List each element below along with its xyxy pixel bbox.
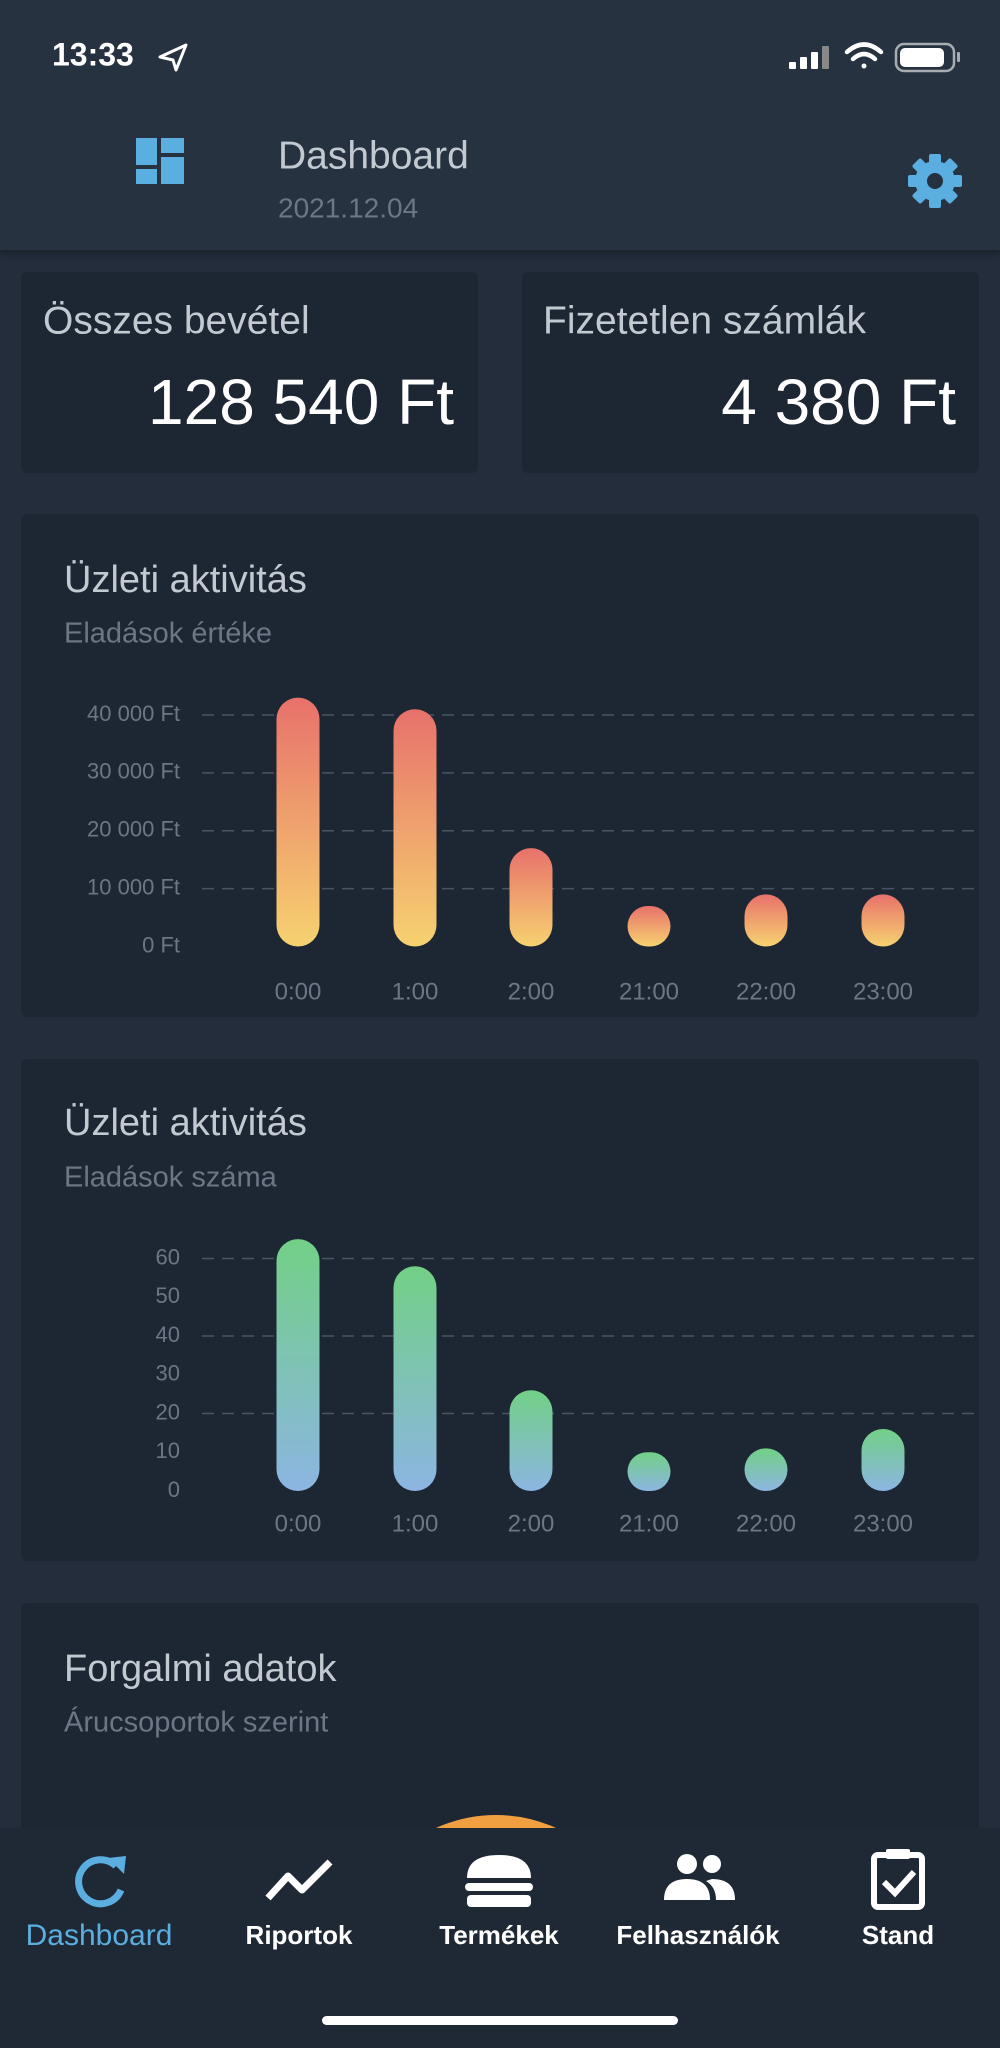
summary-card bbox=[21, 272, 478, 473]
bar bbox=[276, 1239, 320, 1491]
settings-icon[interactable] bbox=[908, 154, 962, 208]
tab-item[interactable]: Dashboard bbox=[26, 1856, 173, 1952]
burger-bottom bbox=[467, 1895, 531, 1907]
tab-item[interactable]: Stand bbox=[862, 1849, 934, 1950]
x-tick-label: 0:00 bbox=[275, 1510, 322, 1537]
summary-value: 128 540 Ft bbox=[148, 366, 454, 438]
tab-item[interactable]: Termékek bbox=[439, 1855, 559, 1950]
battery-icon bbox=[894, 42, 960, 73]
x-tick-label: 22:00 bbox=[736, 1510, 796, 1537]
summary-label: Összes bevétel bbox=[43, 299, 310, 342]
tab-label: Riportok bbox=[246, 1920, 353, 1950]
dashboard-icon[interactable] bbox=[136, 138, 184, 184]
header-date: 2021.12.04 bbox=[278, 192, 418, 223]
user-head bbox=[703, 1855, 721, 1873]
bar bbox=[393, 1266, 437, 1491]
tab-item[interactable]: Riportok bbox=[246, 1859, 353, 1950]
chart-subtitle: Eladások száma bbox=[64, 1162, 278, 1194]
bar bbox=[509, 1390, 553, 1491]
x-tick-label: 1:00 bbox=[392, 1510, 439, 1537]
x-tick-label: 21:00 bbox=[619, 978, 679, 1005]
user-head bbox=[677, 1854, 697, 1874]
bar bbox=[627, 905, 671, 947]
y-tick-label: 0 bbox=[168, 1477, 180, 1502]
y-tick-label: 30 bbox=[156, 1361, 180, 1386]
y-tick-label: 50 bbox=[156, 1283, 180, 1308]
wifi-icon bbox=[844, 42, 884, 69]
bar bbox=[861, 1429, 905, 1491]
y-tick-label: 10 000 Ft bbox=[87, 874, 180, 899]
summary-card bbox=[522, 272, 979, 473]
chart-card bbox=[21, 514, 979, 1017]
home-indicator bbox=[322, 2016, 678, 2025]
card-subtitle: Árucsoportok szerint bbox=[64, 1706, 328, 1739]
y-tick-label: 60 bbox=[156, 1244, 180, 1269]
y-tick-label: 0 Ft bbox=[142, 932, 180, 957]
user-body bbox=[706, 1879, 735, 1900]
bar bbox=[744, 1448, 788, 1491]
y-tick-label: 10 bbox=[156, 1438, 180, 1463]
y-tick-label: 20 000 Ft bbox=[87, 817, 180, 842]
location-icon bbox=[158, 43, 188, 72]
summary-value: 4 380 Ft bbox=[721, 366, 956, 438]
signal-icon bbox=[789, 46, 829, 69]
header-title: Dashboard bbox=[278, 134, 469, 177]
y-tick-label: 20 bbox=[156, 1399, 180, 1424]
tab-items: Dashboard Riportok Termékek Felhasználók Sta… bbox=[26, 1849, 934, 1952]
x-tick-label: 22:00 bbox=[736, 978, 796, 1005]
bar bbox=[276, 697, 320, 947]
tab-label: Felhasználók bbox=[616, 1920, 780, 1950]
tab-label: Dashboard bbox=[26, 1919, 173, 1952]
clipboard-clip bbox=[886, 1849, 910, 1859]
chart-subtitle: Eladások értéke bbox=[64, 618, 272, 650]
header-bar bbox=[0, 0, 1000, 250]
x-tick-label: 2:00 bbox=[508, 978, 555, 1005]
x-tick-label: 0:00 bbox=[275, 978, 322, 1005]
tab-label: Termékek bbox=[439, 1920, 559, 1950]
check bbox=[881, 1869, 917, 1898]
bar bbox=[627, 1452, 671, 1491]
chart-title: Üzleti aktivitás bbox=[64, 559, 307, 601]
refresh-icon bbox=[75, 1856, 125, 1908]
card-title: Forgalmi adatok bbox=[64, 1648, 337, 1690]
chart-icon bbox=[265, 1859, 333, 1901]
burger-mid bbox=[465, 1883, 533, 1891]
y-tick-label: 40 000 Ft bbox=[87, 701, 180, 726]
tab-item[interactable]: Felhasználók bbox=[616, 1854, 780, 1950]
bar bbox=[861, 894, 905, 947]
tab-label: Stand bbox=[862, 1920, 934, 1950]
y-tick-label: 40 bbox=[156, 1322, 180, 1347]
refresh-arrow bbox=[108, 1856, 126, 1874]
chart-card bbox=[21, 1059, 979, 1561]
x-tick-label: 21:00 bbox=[619, 1510, 679, 1537]
y-tick-label: 30 000 Ft bbox=[87, 759, 180, 784]
bar bbox=[393, 709, 437, 947]
x-tick-label: 23:00 bbox=[853, 978, 913, 1005]
x-tick-label: 2:00 bbox=[508, 1510, 555, 1537]
chart-title: Üzleti aktivitás bbox=[64, 1102, 307, 1144]
bar bbox=[744, 894, 788, 947]
burger-top bbox=[467, 1855, 531, 1878]
sales-card bbox=[21, 1603, 979, 1863]
status-time: 13:33 bbox=[52, 36, 134, 72]
user-body bbox=[664, 1879, 710, 1900]
bar bbox=[509, 848, 553, 947]
x-tick-label: 23:00 bbox=[853, 1510, 913, 1537]
x-tick-label: 1:00 bbox=[392, 978, 439, 1005]
summary-label: Fizetetlen számlák bbox=[543, 299, 866, 342]
